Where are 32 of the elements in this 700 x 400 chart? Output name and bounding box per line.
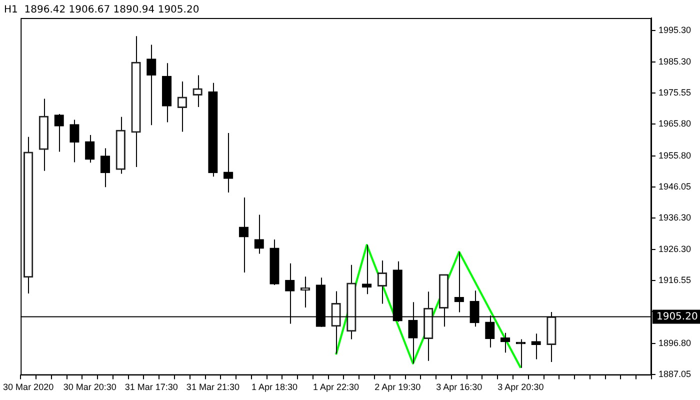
y-tick-label: 1946.05: [658, 181, 692, 192]
x-tick-label: 3 Apr 20:30: [498, 382, 544, 392]
y-tick-label: 1975.55: [658, 88, 692, 98]
y-tick-label: 1896.80: [658, 338, 692, 348]
x-tick-label: 1 Apr 18:30: [251, 382, 298, 392]
candlestick: [531, 333, 541, 360]
y-tick-label: 1887.05: [658, 368, 692, 379]
y-tick-label: 1995.30: [658, 24, 692, 35]
y-tick-label: 1955.80: [658, 150, 692, 160]
candlestick: [362, 244, 372, 295]
candlestick: [177, 81, 188, 132]
y-tick-label: 1916.55: [658, 275, 692, 286]
ref-line-label: 1905.20: [656, 311, 698, 322]
x-tick-label: 1 Apr 22:30: [313, 382, 360, 392]
candlestick: [208, 82, 218, 178]
y-tick-label: 1926.30: [658, 244, 692, 254]
candlestick: [270, 239, 280, 286]
candlestick: [70, 119, 80, 163]
x-tick-label: 31 Mar 21:30: [186, 382, 240, 392]
x-tick-label: 2 Apr 19:30: [374, 382, 421, 392]
y-tick-label: 1936.30: [658, 212, 692, 222]
x-tick-label: 31 Mar 17:30: [124, 382, 178, 392]
x-tick-label: 30 Mar 2020: [3, 382, 54, 392]
candlestick: [192, 74, 202, 108]
y-tick-label: 1985.30: [658, 56, 692, 67]
candlestick: [516, 338, 526, 368]
candlestick: [377, 260, 388, 304]
chart-title: H1 1896.42 1906.67 1890.94 1905.20: [4, 4, 200, 16]
y-tick-label: 1965.80: [658, 118, 692, 129]
x-tick-label: 3 Apr 16:30: [436, 382, 482, 392]
candlestick: [300, 276, 310, 308]
x-tick-label: 30 Mar 20:30: [63, 382, 116, 392]
